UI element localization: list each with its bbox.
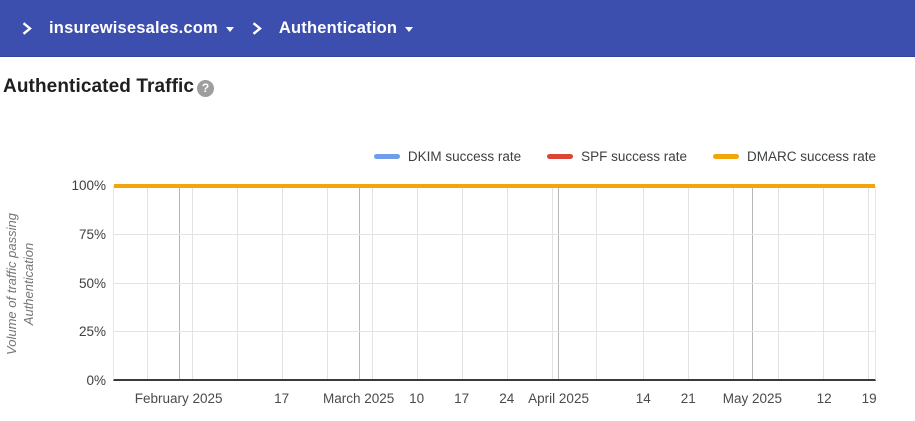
chevron-down-icon <box>225 27 234 32</box>
x-tick-label: 21 <box>680 391 696 406</box>
series-line-dmarc <box>114 184 875 188</box>
legend-item-dkim: DKIM success rate <box>373 149 522 164</box>
chart-legend: DKIM success rate SPF success rate DMARC s… <box>373 149 876 164</box>
y-gridline <box>114 330 875 332</box>
y-tick-label: 50% <box>78 275 106 291</box>
chevron-right-icon <box>20 21 33 36</box>
x-tick-label: 14 <box>635 391 651 406</box>
chevron-down-icon <box>405 27 414 32</box>
x-axis-labels: February 2025 17 March 2025 10 17 24 April 202… <box>113 391 877 409</box>
report-section-label: Authentication <box>278 19 398 37</box>
plot-area[interactable] <box>113 184 876 381</box>
y-tick-label: 100% <box>71 178 106 193</box>
legend-item-dmarc: DMARC success rate <box>712 149 876 164</box>
help-icon[interactable]: ? <box>197 79 215 97</box>
x-tick-label: May 2025 <box>722 391 783 406</box>
page-title-row: Authenticated Traffic ? <box>3 76 215 98</box>
chevron-right-icon <box>250 21 263 36</box>
legend-label-spf: SPF success rate <box>581 149 687 164</box>
legend-label-dkim: DKIM success rate <box>407 149 522 164</box>
report-section-dropdown[interactable]: Authentication <box>271 13 421 44</box>
top-navigation-bar: insurewisesales.com Authentication <box>0 0 915 57</box>
x-tick-label: 19 <box>861 391 877 406</box>
x-tick-label: 24 <box>499 391 515 406</box>
x-tick-label: March 2025 <box>323 391 395 406</box>
page-title: Authenticated Traffic <box>3 76 195 97</box>
y-axis-labels: 100% 75% 50% 25% 0% <box>0 178 106 388</box>
y-tick-label: 0% <box>86 373 106 388</box>
legend-swatch-spf <box>547 154 574 159</box>
x-tick-label: April 2025 <box>528 391 589 406</box>
domain-selector-dropdown[interactable]: insurewisesales.com <box>41 13 242 44</box>
y-tick-label: 25% <box>78 324 106 340</box>
x-tick-label: 12 <box>816 391 832 406</box>
y-tick-label: 75% <box>78 226 106 242</box>
x-tick-label: 10 <box>409 391 425 406</box>
x-tick-label: 17 <box>454 391 470 406</box>
legend-swatch-dkim <box>373 154 400 159</box>
y-gridline <box>114 282 875 284</box>
legend-swatch-dmarc <box>712 154 739 159</box>
domain-selector-label: insurewisesales.com <box>49 19 218 37</box>
y-gridline <box>114 234 875 236</box>
legend-item-spf: SPF success rate <box>547 149 687 164</box>
x-tick-label: 17 <box>274 391 290 406</box>
x-tick-label: February 2025 <box>134 391 223 406</box>
legend-label-dmarc: DMARC success rate <box>746 149 876 164</box>
